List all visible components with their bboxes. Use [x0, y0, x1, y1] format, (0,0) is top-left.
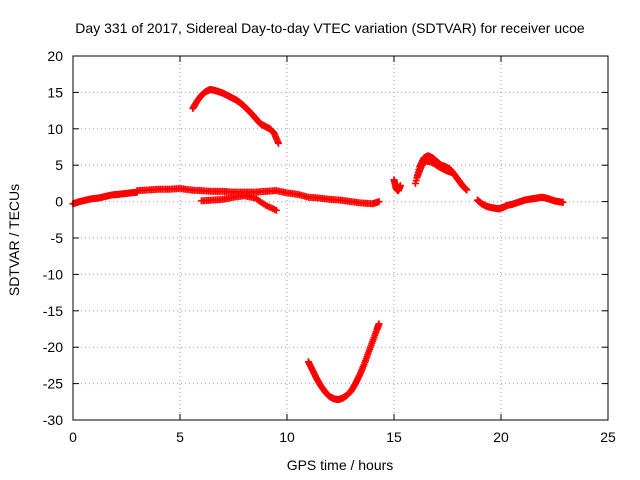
x-tick-label: 25 — [600, 429, 616, 445]
y-tick-label: -25 — [43, 376, 63, 392]
x-tick-label: 15 — [386, 429, 402, 445]
y-tick-label: -15 — [43, 303, 63, 319]
data-point-upper-arc — [274, 139, 282, 147]
y-tick-label: 5 — [55, 157, 63, 173]
y-tick-label: 10 — [47, 121, 63, 137]
grid — [73, 56, 608, 420]
y-tick-label: -20 — [43, 339, 63, 355]
data-point-negative-arc — [375, 320, 383, 328]
data-points — [69, 85, 567, 404]
plot-frame — [72, 55, 609, 421]
data-point-afternoon-hump-lower — [448, 168, 456, 176]
data-point-lower-band — [272, 206, 280, 214]
y-tick-label: -30 — [43, 412, 63, 428]
y-tick-label: -5 — [51, 230, 64, 246]
y-tick-label: 20 — [47, 48, 63, 64]
data-point-mid-scatter — [396, 182, 404, 190]
y-tick-label: 0 — [55, 194, 63, 210]
chart-title: Day 331 of 2017, Sidereal Day-to-day VTE… — [75, 20, 585, 36]
ticks: 0 5 10 15 20 25 -30 -25 -20 -15 -10 -5 0 5 10 15 20 — [43, 48, 616, 445]
x-tick-label: 20 — [493, 429, 509, 445]
y-tick-label: 15 — [47, 84, 63, 100]
x-tick-label: 10 — [279, 429, 295, 445]
data-point-evening-baseline — [559, 198, 567, 206]
x-tick-label: 0 — [69, 429, 77, 445]
x-tick-label: 5 — [176, 429, 184, 445]
y-axis-title: SDTVAR / TECUs — [6, 184, 22, 296]
data-point-afternoon-hump — [463, 186, 471, 194]
y-tick-label: -10 — [43, 266, 63, 282]
data-point-baseline-main — [375, 198, 383, 206]
x-axis-title: GPS time / hours — [287, 457, 394, 473]
